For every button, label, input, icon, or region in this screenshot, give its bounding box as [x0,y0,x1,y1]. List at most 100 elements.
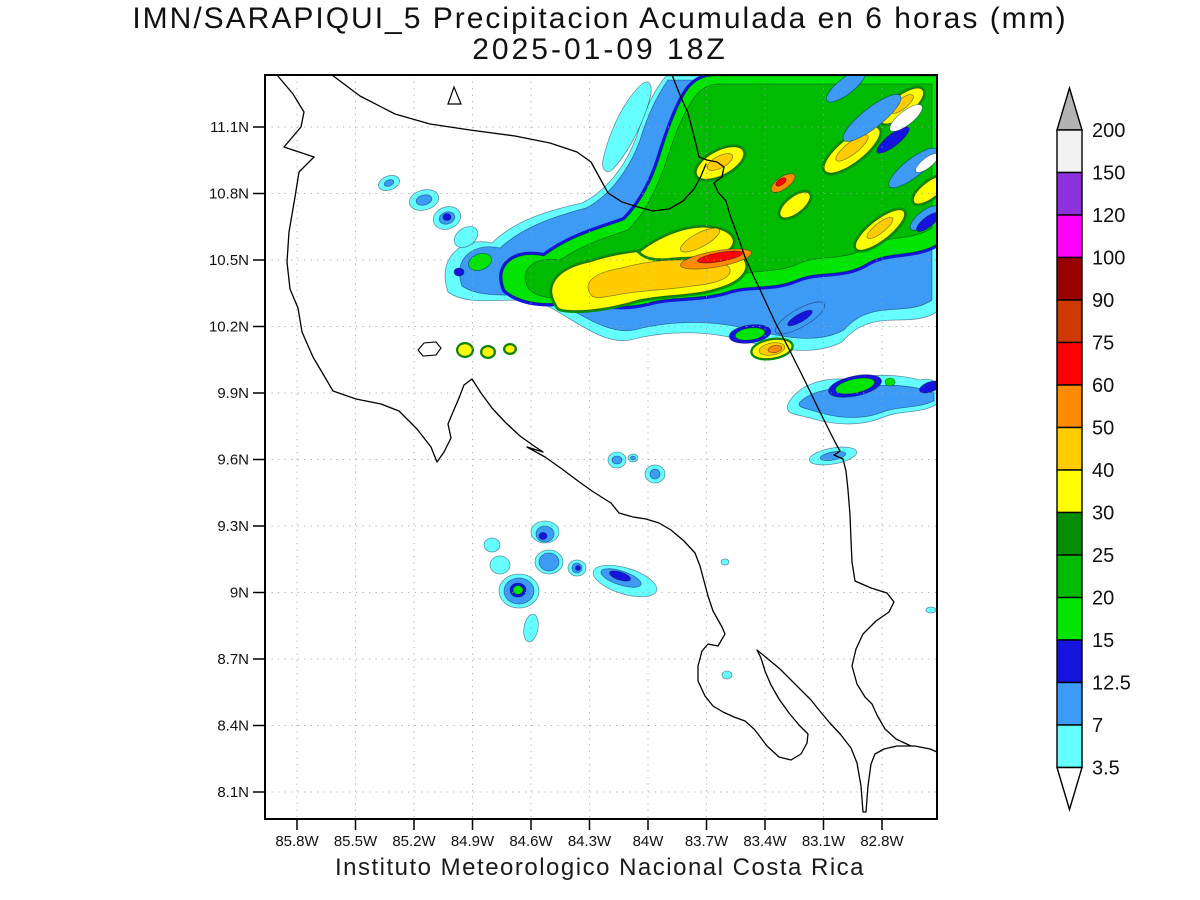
lat-tick-label: 9.3N [217,518,249,535]
colorbar-tick-label: 60 [1092,375,1114,397]
grid-layer [265,75,937,819]
precip-contour-level-40 [587,259,731,298]
precip-contour-level-12.5 [916,212,937,232]
colorbar-band-90-100 [1056,256,1083,301]
gulf-island-outline [417,341,442,357]
lon-tick-label: 85.5W [334,833,378,850]
map-frame-layer [253,74,938,830]
coastline-layer [276,75,937,813]
precip-contour-level-50 [767,344,783,354]
colorbar-band-40-50 [1056,426,1083,471]
lat-tick-label: 8.1N [217,784,249,801]
colorbar-band-12.5-15 [1056,639,1083,684]
coastline [276,75,937,813]
colorbar-under-arrow [1056,766,1083,812]
precip-contour-level-30 [913,175,937,205]
precip-contour-level-12.5 [453,267,465,277]
precip-contour-level-7 [826,75,866,103]
lat-tick-label: 8.4N [217,718,249,735]
colorbar-tick-label: 3.5 [1092,758,1120,780]
precip-contour-level-12.5 [919,380,937,394]
colorbar-tick-label: 20 [1092,588,1114,610]
lon-tick-label: 83.7W [685,833,729,850]
precip-contour-level-15 [734,327,766,341]
page-subtitle-datetime: 2025-01-09 18Z [472,33,728,66]
precip-contour-level-12.5 [538,532,548,540]
lat-tick-label: 9N [230,585,249,602]
colorbar: 200 150 120 100 90 75 60 50 40 30 25 20 15 12.5 7 3.5 [1056,85,1131,812]
colorbar-tick-label: 7 [1092,715,1103,737]
precip-contour-level-12.5 [609,570,631,582]
precip-contour-level-15 [512,585,524,595]
precip-contour-level-30 [504,344,516,354]
precip-contour-level-15 [834,377,876,395]
precip-contour-level-12.5 [442,213,452,221]
precip-contour-dry-gap [889,104,923,132]
precip-contour-level-15 [467,253,493,271]
footer-credit: Instituto Meteorologico Nacional Costa R… [334,854,866,881]
colorbar-band-50-60 [1056,384,1083,429]
precip-contour-level-3.5 [483,537,501,553]
colorbar-band-20-25 [1056,554,1083,599]
precip-contour-level-40 [866,216,894,240]
coastline [331,75,707,212]
precip-contour-level-12.5 [876,126,910,154]
coastline [671,75,912,747]
colorbar-tick-label: 200 [1092,120,1125,142]
precip-contour-dry-gap [915,153,937,173]
colorbar-band-25-30 [1056,511,1083,556]
colorbar-tick-label: 25 [1092,545,1114,567]
colorbar-band-60-75 [1056,341,1083,386]
lon-tick-label: 82.8W [860,833,904,850]
lat-tick-label: 10.5N [209,252,249,269]
precip-contour-level-40 [706,153,734,171]
precip-contour-level-40 [835,134,869,162]
colorbar-tick-label: 12.5 [1092,673,1131,695]
colorbar-tick-label: 120 [1092,205,1125,227]
map-frame [264,74,938,820]
colorbar-tick-label: 100 [1092,248,1125,270]
precip-contour-level-12.5 [575,565,581,571]
lon-tick-label: 85.8W [275,833,319,850]
colorbar-band-100-120 [1056,214,1083,259]
lat-tick-label: 10.2N [209,319,249,336]
title-block: IMN/SARAPIQUI_5 Precipitacion Acumulada … [0,3,1200,65]
lon-tick-label: 83.4W [743,833,787,850]
precip-contour-level-15 [884,377,896,387]
precip-contour-level-30 [457,343,473,357]
colorbar-band-120-150 [1056,171,1083,216]
colorbar-band-75-90 [1056,299,1083,344]
lat-tick-label: 8.7N [217,651,249,668]
precip-contour-level-3.5 [489,555,511,575]
axis-labels-layer: 11.1N 10.8N 10.5N 10.2N 9.9N 9.6N 9.3N 9N 8.7N 8.… [209,119,905,850]
precip-contour-level-3.5 [602,81,652,173]
colorbar-tick-label: 75 [1092,333,1114,355]
lat-tick-label: 9.9N [217,385,249,402]
precip-contour-level-12.5 [787,309,813,327]
precip-contour-level-60 [775,177,787,187]
precip-contour-level-7 [819,451,847,461]
precip-contour-level-3.5 [925,606,937,614]
colorbar-band-15-20 [1056,596,1083,641]
precip-contour-level-40 [679,227,721,253]
colorbar-over-arrow [1056,85,1083,131]
lon-tick-label: 84.3W [568,833,612,850]
lon-tick-label: 83.1W [802,833,846,850]
colorbar-band-30-40 [1056,469,1083,514]
lon-tick-label: 85.2W [392,833,436,850]
precip-contour-level-60 [696,250,744,264]
precip-contour-level-3.5 [453,226,479,248]
precip-contour-level-7 [415,194,433,206]
precip-contour-level-3.5 [721,670,733,680]
precip-contour-level-30 [779,191,811,219]
colorbar-band-3.5-7 [1056,724,1083,769]
colorbar-tick-label: 90 [1092,290,1114,312]
colorbar-tick-label: 50 [1092,418,1114,440]
precip-contour-level-7 [383,179,395,187]
lon-tick-label: 84.6W [509,833,553,850]
precip-contour-level-30 [481,346,495,358]
colorbar-tick-label: 30 [1092,503,1114,525]
colorbar-tick-label: 40 [1092,460,1114,482]
precip-contour-level-7 [842,94,902,142]
